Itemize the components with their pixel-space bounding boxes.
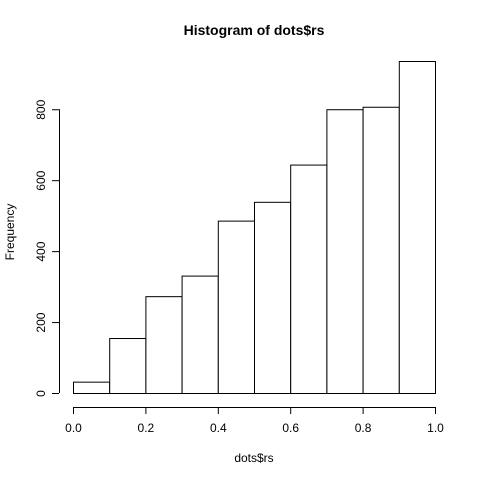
histogram-bar-6 bbox=[290, 164, 328, 394]
histogram-bar-2 bbox=[145, 296, 183, 394]
histogram-bar-5 bbox=[254, 201, 292, 394]
x-axis-label: dots$rs bbox=[234, 451, 273, 465]
y-tick-label: 200 bbox=[34, 312, 48, 332]
histogram-bar-9 bbox=[398, 61, 436, 394]
y-tick-label: 800 bbox=[34, 99, 48, 119]
y-tick-label: 0 bbox=[34, 390, 48, 397]
x-tick-label: 0.4 bbox=[210, 421, 227, 435]
histogram-bar-0 bbox=[73, 381, 111, 394]
histogram-bar-1 bbox=[109, 338, 147, 394]
x-axis: 0.0 0.2 0.4 0.6 0.8 1.0 bbox=[65, 407, 444, 435]
x-tick-label: 0.6 bbox=[282, 421, 299, 435]
x-tick-label: 0.0 bbox=[65, 421, 82, 435]
histogram-bar-4 bbox=[217, 220, 256, 394]
x-tick-label: 0.8 bbox=[355, 421, 372, 435]
y-tick-label: 400 bbox=[34, 241, 48, 261]
x-tick-label: 1.0 bbox=[427, 421, 444, 435]
y-axis: 0 200 400 600 800 bbox=[34, 99, 60, 397]
chart-title: Histogram of dots$rs bbox=[184, 22, 325, 38]
x-tick-label: 0.2 bbox=[138, 421, 155, 435]
histogram-bar-3 bbox=[181, 275, 219, 395]
y-axis-label: Frequency bbox=[3, 204, 17, 261]
bars bbox=[73, 61, 436, 395]
histogram-bar-7 bbox=[326, 109, 364, 394]
y-tick-label: 600 bbox=[34, 170, 48, 190]
histogram-bar-8 bbox=[362, 106, 400, 394]
